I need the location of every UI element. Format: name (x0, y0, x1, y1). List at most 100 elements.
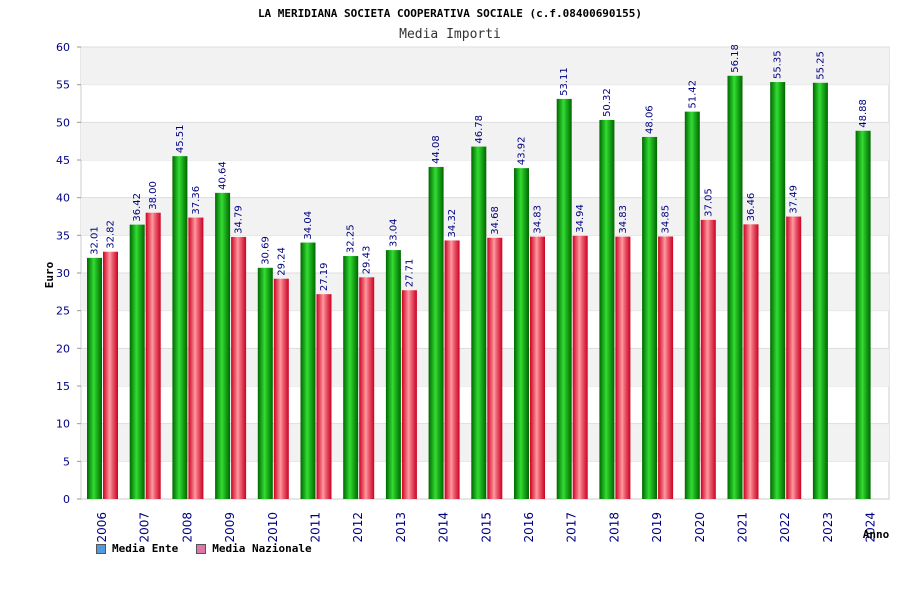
bar-nazionale (572, 235, 588, 499)
value-label-ente: 50.32 (602, 88, 613, 117)
x-axis-ticks: 2006 2007 2008 2009 2010 2011 2012 2013 2014 2015… (95, 512, 878, 543)
legend: Media Ente Media Nazionale (96, 542, 312, 555)
bar-ente (471, 146, 487, 499)
bar-nazionale (273, 278, 289, 499)
bar-ente (514, 168, 529, 500)
x-tick-label: 2012 (351, 512, 365, 543)
value-label-nazionale: 36.46 (746, 193, 757, 222)
bar-ente (599, 119, 615, 499)
value-label-nazionale: 37.05 (703, 188, 714, 217)
value-label-nazionale: 34.94 (575, 204, 586, 233)
legend-label-ente: Media Ente (112, 542, 179, 555)
value-label-ente: 32.25 (346, 224, 357, 253)
bar-nazionale (700, 219, 716, 499)
value-label-nazionale: 27.19 (319, 263, 330, 292)
x-tick-label: 2016 (522, 512, 536, 543)
value-label-nazionale: 29.43 (362, 246, 373, 275)
value-label-nazionale: 27.71 (404, 259, 415, 288)
x-tick-label: 2014 (437, 512, 451, 543)
bar-nazionale (530, 236, 545, 499)
bar-ente (385, 250, 401, 499)
x-tick-label: 2017 (565, 512, 579, 543)
x-tick-label: 2007 (138, 512, 152, 543)
value-label-ente: 32.01 (90, 226, 101, 255)
bar-nazionale (786, 216, 802, 500)
x-tick-label: 2018 (607, 512, 621, 543)
y-axis-ticks: 0 5 10 15 20 25 30 35 40 45 50 55 60 (56, 41, 81, 506)
bar-ente (855, 130, 871, 499)
legend-item-ente: Media Ente (96, 542, 178, 555)
value-label-ente: 46.78 (474, 115, 485, 144)
bars-group: 32.01 32.82 36.42 38.00 45.51 37.36 40.64 34.79… (87, 44, 871, 500)
value-label-ente: 53.11 (559, 67, 570, 96)
value-label-ente: 56.18 (730, 44, 741, 73)
y-tick-label: 55 (56, 79, 70, 92)
legend-swatch-nazionale (196, 543, 207, 554)
value-label-ente: 44.08 (431, 135, 442, 164)
bar-nazionale (231, 236, 247, 499)
x-tick-label: 2024 (864, 512, 878, 543)
value-label-ente: 30.69 (260, 236, 271, 265)
x-tick-label: 2021 (736, 512, 750, 543)
bar-ente (684, 111, 700, 500)
value-label-ente: 48.06 (645, 105, 656, 134)
value-label-nazionale: 29.24 (276, 247, 287, 276)
value-label-nazionale: 34.32 (447, 209, 458, 238)
bar-ente (215, 192, 231, 499)
value-label-nazionale: 34.68 (490, 206, 501, 235)
legend-item-nazionale: Media Nazionale (196, 542, 312, 555)
y-tick-label: 50 (56, 116, 70, 129)
value-label-nazionale: 34.85 (661, 205, 672, 234)
y-tick-label: 15 (56, 380, 70, 393)
x-tick-label: 2011 (309, 512, 323, 543)
value-label-ente: 33.04 (388, 218, 399, 247)
bar-nazionale (103, 251, 118, 499)
x-tick-label: 2010 (266, 512, 280, 543)
bar-ente (87, 257, 102, 499)
chart-title: LA MERIDIANA SOCIETA COOPERATIVA SOCIALE… (258, 7, 642, 20)
bar-ente (642, 136, 658, 499)
value-label-ente: 40.64 (218, 161, 229, 190)
bar-ente (812, 82, 828, 500)
x-tick-label: 2019 (650, 512, 664, 543)
chart-subtitle: Media Importi (399, 27, 501, 42)
bar-nazionale (188, 217, 204, 499)
x-tick-label: 2022 (778, 512, 792, 543)
bar-nazionale (743, 224, 759, 500)
y-tick-label: 35 (56, 229, 70, 242)
y-tick-label: 20 (56, 342, 70, 355)
bar-ente (770, 82, 786, 499)
value-label-ente: 48.88 (858, 99, 869, 128)
bar-ente (257, 267, 273, 499)
x-tick-label: 2023 (821, 512, 835, 543)
value-label-ente: 55.25 (815, 51, 826, 80)
bar-nazionale (401, 290, 417, 499)
bar-ente (300, 242, 316, 499)
y-tick-label: 0 (63, 493, 70, 506)
value-label-ente: 36.42 (132, 193, 143, 222)
bar-nazionale (316, 294, 332, 499)
value-label-nazionale: 37.36 (191, 186, 202, 215)
bar-ente (129, 224, 145, 500)
x-tick-label: 2009 (223, 512, 237, 543)
value-label-ente: 43.92 (517, 136, 528, 165)
y-tick-label: 40 (56, 192, 70, 205)
bar-ente (428, 166, 444, 499)
value-label-ente: 45.51 (175, 125, 186, 154)
y-axis-label: Euro (43, 261, 56, 288)
value-label-nazionale: 34.83 (533, 205, 544, 234)
bar-ente (556, 98, 572, 499)
value-label-ente: 55.35 (773, 50, 784, 79)
value-label-nazionale: 32.82 (106, 220, 117, 249)
value-label-nazionale: 38.00 (148, 181, 159, 210)
bar-ente (727, 75, 743, 499)
y-tick-label: 25 (56, 305, 70, 318)
legend-swatch-ente (96, 543, 106, 554)
legend-label-nazionale: Media Nazionale (212, 542, 312, 555)
x-axis-label: Anno (863, 528, 890, 541)
bar-nazionale (658, 236, 674, 500)
bar-ente (172, 156, 188, 499)
bar-nazionale (145, 212, 161, 499)
x-tick-label: 2015 (479, 512, 493, 543)
